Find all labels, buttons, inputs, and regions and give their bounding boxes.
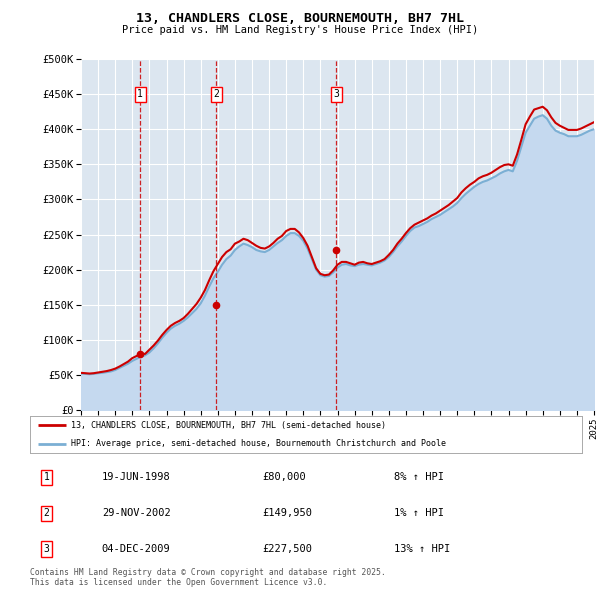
- Text: 29-NOV-2002: 29-NOV-2002: [102, 509, 170, 518]
- Text: 13% ↑ HPI: 13% ↑ HPI: [394, 544, 451, 554]
- Text: 8% ↑ HPI: 8% ↑ HPI: [394, 473, 445, 483]
- Text: 2: 2: [214, 89, 219, 99]
- Text: 13, CHANDLERS CLOSE, BOURNEMOUTH, BH7 7HL (semi-detached house): 13, CHANDLERS CLOSE, BOURNEMOUTH, BH7 7H…: [71, 421, 386, 430]
- Text: Price paid vs. HM Land Registry's House Price Index (HPI): Price paid vs. HM Land Registry's House …: [122, 25, 478, 35]
- Text: 1% ↑ HPI: 1% ↑ HPI: [394, 509, 445, 518]
- Text: 3: 3: [44, 544, 49, 554]
- Text: 1: 1: [137, 89, 143, 99]
- Text: 3: 3: [333, 89, 339, 99]
- Text: 04-DEC-2009: 04-DEC-2009: [102, 544, 170, 554]
- Text: 19-JUN-1998: 19-JUN-1998: [102, 473, 170, 483]
- Text: HPI: Average price, semi-detached house, Bournemouth Christchurch and Poole: HPI: Average price, semi-detached house,…: [71, 440, 446, 448]
- Text: 2: 2: [44, 509, 49, 518]
- Text: £227,500: £227,500: [262, 544, 312, 554]
- Text: £80,000: £80,000: [262, 473, 305, 483]
- Text: Contains HM Land Registry data © Crown copyright and database right 2025.
This d: Contains HM Land Registry data © Crown c…: [30, 568, 386, 587]
- Text: £149,950: £149,950: [262, 509, 312, 518]
- Text: 13, CHANDLERS CLOSE, BOURNEMOUTH, BH7 7HL: 13, CHANDLERS CLOSE, BOURNEMOUTH, BH7 7H…: [136, 12, 464, 25]
- Text: 1: 1: [44, 473, 49, 483]
